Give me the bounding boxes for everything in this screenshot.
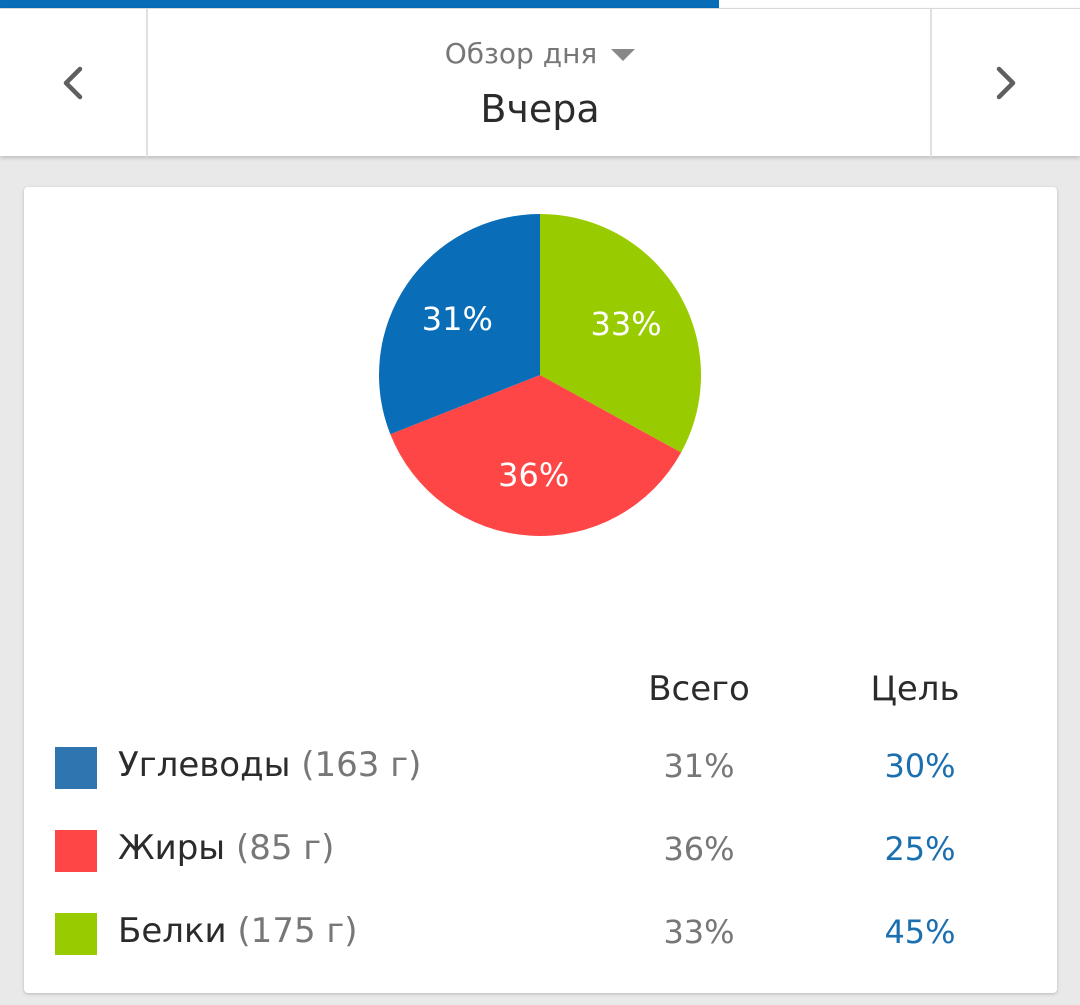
row-amount: (163 г) [301, 745, 422, 785]
row-name: Углеводы [118, 745, 291, 785]
pie-slice-label: 36% [498, 456, 569, 494]
table-row: Белки (175 г) 33% 45% [24, 905, 1057, 965]
progress-bar-fill [0, 0, 720, 8]
overview-label: Обзор дня [444, 37, 598, 70]
page-title: Вчера [480, 87, 600, 131]
pie-slice [390, 375, 682, 536]
progress-bar [0, 0, 1080, 8]
row-amount: (175 г) [237, 911, 358, 951]
legend-swatch [55, 747, 97, 789]
overview-dropdown[interactable]: Обзор дня [150, 37, 930, 70]
row-total: 33% [663, 913, 735, 951]
table-row: Углеводы (163 г) 31% 30% [24, 739, 1057, 799]
row-name: Жиры [118, 828, 226, 868]
table-row: Жиры (85 г) 36% 25% [24, 822, 1057, 882]
chevron-right-icon [996, 66, 1016, 100]
column-header-total: Всего [648, 669, 750, 709]
macros-pie-chart: 33% 36% 31% [379, 214, 701, 536]
column-header-goal: Цель [870, 669, 960, 709]
row-goal[interactable]: 25% [884, 830, 956, 868]
day-selector: Обзор дня Вчера [150, 9, 930, 157]
macros-card: 33% 36% 31% Всего Цель Углеводы (163 г) 31… [24, 187, 1057, 993]
pie-slice-label: 31% [422, 300, 493, 338]
pie-slice [379, 214, 540, 435]
row-label: Белки (175 г) [118, 911, 358, 951]
row-goal[interactable]: 30% [884, 747, 956, 785]
row-total: 31% [663, 747, 735, 785]
pie-slice [540, 214, 701, 453]
row-goal[interactable]: 45% [884, 913, 956, 951]
row-label: Углеводы (163 г) [118, 745, 421, 785]
caret-down-icon [611, 48, 636, 61]
chevron-left-icon [63, 66, 83, 100]
row-amount: (85 г) [235, 828, 335, 868]
row-label: Жиры (85 г) [118, 828, 334, 868]
legend-swatch [55, 913, 97, 955]
pie-slice-label: 33% [591, 305, 662, 343]
day-header: Обзор дня Вчера [0, 8, 1080, 157]
legend-swatch [55, 830, 97, 872]
next-day-button[interactable] [930, 9, 1080, 157]
row-name: Белки [118, 911, 227, 951]
row-total: 36% [663, 830, 735, 868]
previous-day-button[interactable] [0, 9, 148, 157]
